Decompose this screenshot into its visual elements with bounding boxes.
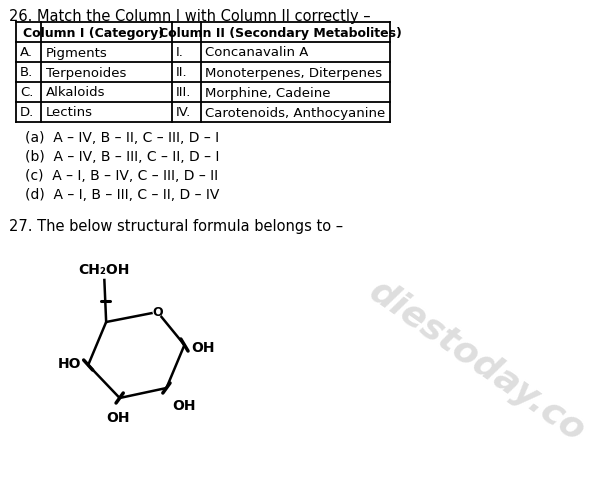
Text: (d)  A – I, B – III, C – II, D – IV: (d) A – I, B – III, C – II, D – IV <box>25 188 220 202</box>
Text: OH: OH <box>191 340 215 354</box>
Text: (a)  A – IV, B – II, C – III, D – I: (a) A – IV, B – II, C – III, D – I <box>25 131 220 144</box>
Text: D.: D. <box>20 106 34 119</box>
Text: IV.: IV. <box>175 106 191 119</box>
Text: Lectins: Lectins <box>46 106 93 119</box>
Text: B.: B. <box>20 66 33 79</box>
Text: Column II (Secondary Metabolites): Column II (Secondary Metabolites) <box>159 26 402 39</box>
Text: (c)  A – I, B – IV, C – III, D – II: (c) A – I, B – IV, C – III, D – II <box>25 168 218 182</box>
Text: OH: OH <box>106 410 130 424</box>
Text: Pigments: Pigments <box>46 47 107 60</box>
Text: Morphine, Cadeine: Morphine, Cadeine <box>205 86 331 99</box>
Text: Terpenoides: Terpenoides <box>46 66 126 79</box>
Text: diestoday.co: diestoday.co <box>362 273 591 447</box>
Circle shape <box>154 308 161 317</box>
Text: 27. The below structural formula belongs to –: 27. The below structural formula belongs… <box>9 218 343 233</box>
Text: Monoterpenes, Diterpenes: Monoterpenes, Diterpenes <box>205 66 382 79</box>
Circle shape <box>154 308 161 317</box>
Text: 26. Match the Column I with Column II correctly –: 26. Match the Column I with Column II co… <box>9 9 371 24</box>
Text: Carotenoids, Anthocyanine: Carotenoids, Anthocyanine <box>205 106 385 119</box>
Text: Alkaloids: Alkaloids <box>46 86 106 99</box>
Text: HO: HO <box>58 356 81 370</box>
Text: Concanavalin A: Concanavalin A <box>205 47 308 60</box>
Text: CH₂OH: CH₂OH <box>79 263 130 276</box>
Text: Column I (Category): Column I (Category) <box>23 26 164 39</box>
Text: (b)  A – IV, B – III, C – II, D – I: (b) A – IV, B – III, C – II, D – I <box>25 150 220 164</box>
Text: II.: II. <box>175 66 187 79</box>
Text: O: O <box>152 306 163 319</box>
Text: C.: C. <box>20 86 33 99</box>
Text: A.: A. <box>20 47 33 60</box>
Text: I.: I. <box>175 47 184 60</box>
Text: III.: III. <box>175 86 191 99</box>
Text: OH: OH <box>172 398 196 412</box>
